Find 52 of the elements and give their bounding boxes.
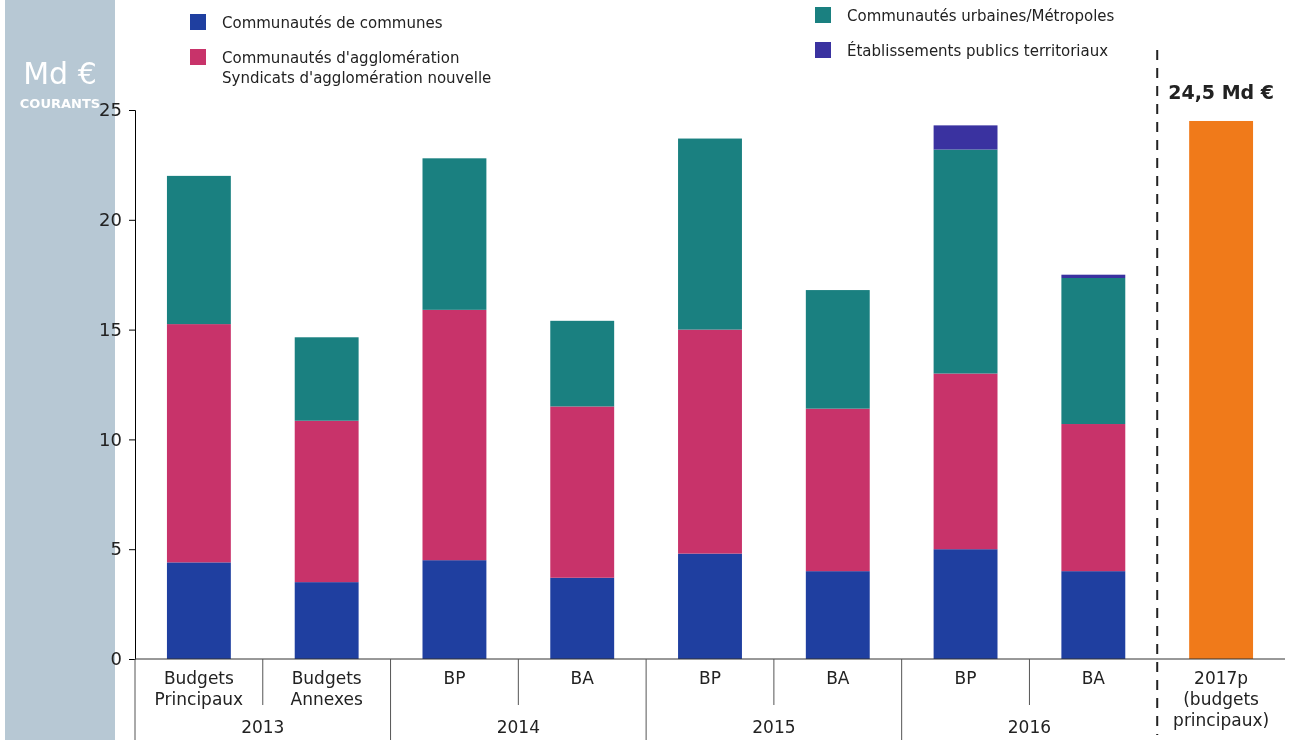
x-tick-label: BA bbox=[826, 668, 850, 688]
bar bbox=[550, 406, 615, 578]
text: 2013 bbox=[241, 717, 285, 737]
data-label: 24,5 Md € bbox=[1168, 80, 1275, 103]
y-tick-label: 5 bbox=[110, 538, 122, 560]
bar bbox=[805, 290, 870, 409]
bar bbox=[1061, 274, 1126, 278]
text: 2014 bbox=[496, 717, 540, 737]
text: 2016 bbox=[1007, 717, 1052, 737]
bar bbox=[294, 337, 359, 421]
bar bbox=[933, 149, 998, 374]
bar bbox=[550, 577, 615, 659]
x-tick-label: Budgets Annexes bbox=[290, 668, 363, 709]
y-tick-label: 10 bbox=[99, 428, 122, 450]
bar bbox=[422, 158, 487, 310]
x-tick-label: BP bbox=[954, 668, 977, 688]
text: 2015 bbox=[752, 717, 796, 737]
y-tick-label: 0 bbox=[110, 648, 122, 670]
bar bbox=[933, 373, 998, 550]
bar bbox=[1061, 277, 1126, 425]
bar bbox=[1061, 571, 1126, 659]
bar bbox=[294, 420, 359, 583]
y-axis-title: Md € COURANTS bbox=[19, 56, 101, 111]
bar bbox=[166, 562, 231, 659]
x-tick-label: BP bbox=[443, 668, 466, 688]
legend-label: Communautés de communes bbox=[222, 14, 443, 32]
bar bbox=[166, 175, 231, 325]
x-tick-label: BA bbox=[570, 668, 595, 688]
bar bbox=[678, 138, 742, 330]
bar bbox=[933, 549, 998, 659]
y-tick-label: 25 bbox=[99, 99, 122, 121]
legend-label: Établissements publics territoriaux bbox=[847, 41, 1109, 60]
x-tick-label: BP bbox=[699, 668, 721, 688]
x-tick-label: 2017p (budgets principaux) bbox=[1173, 668, 1270, 730]
bar bbox=[805, 408, 870, 572]
bar bbox=[294, 582, 359, 659]
x-tick-label: Budgets Principaux bbox=[154, 668, 244, 709]
y-tick-label: 15 bbox=[99, 318, 122, 340]
bar bbox=[933, 125, 998, 150]
y-tick-label: 20 bbox=[99, 209, 122, 231]
bar bbox=[550, 320, 615, 407]
x-tick-label: BA bbox=[1081, 668, 1106, 688]
legend-label: Communautés urbaines/Métropoles bbox=[847, 7, 1115, 25]
bar bbox=[422, 560, 487, 659]
bar bbox=[1061, 424, 1126, 572]
bar bbox=[678, 329, 742, 554]
bar bbox=[805, 571, 870, 659]
bar bbox=[166, 324, 231, 563]
bar bbox=[1189, 120, 1254, 659]
bar bbox=[422, 309, 487, 561]
legend-label: Communautés d'agglomération Syndicats d'agglomération nouvelle bbox=[222, 49, 492, 87]
bar bbox=[678, 553, 742, 659]
